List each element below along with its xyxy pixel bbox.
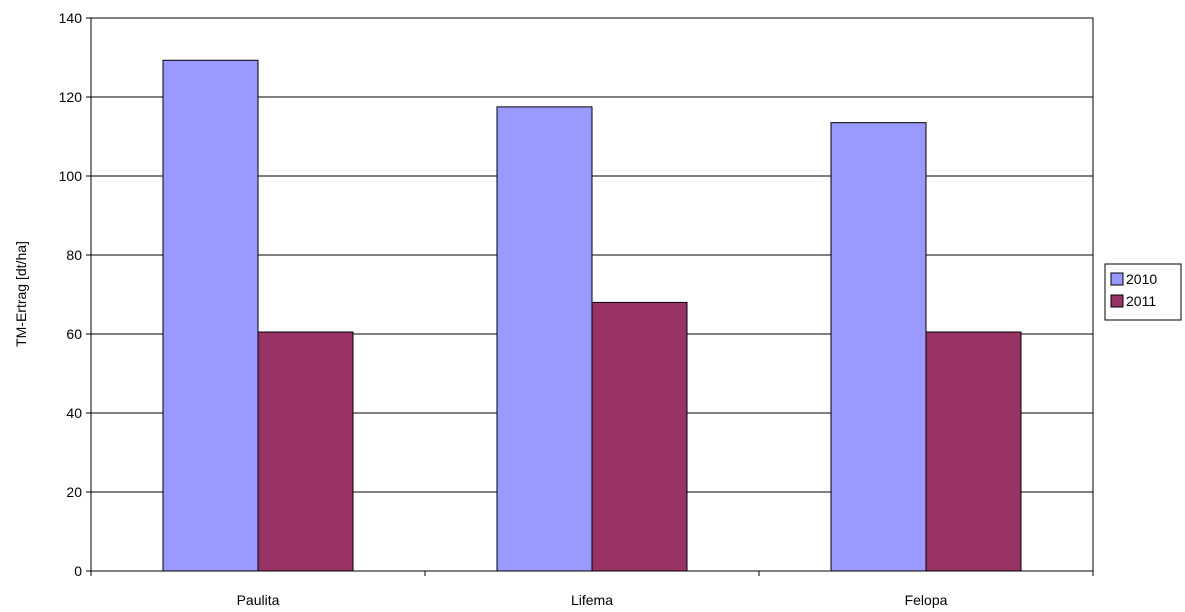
bar-2011-lifema [591, 301, 688, 572]
y-tick-label: 140 [59, 10, 83, 26]
y-tick-label: 100 [59, 168, 83, 184]
legend-label-2010: 2010 [1126, 271, 1157, 287]
bar-2011-felopa [925, 331, 1022, 572]
x-tick-label: Felopa [905, 592, 948, 608]
bar-2010-lifema [496, 106, 593, 572]
bar-2010-felopa [830, 122, 927, 572]
y-tick-label: 0 [74, 563, 82, 579]
bars [162, 59, 1022, 572]
legend-label-2011: 2011 [1126, 293, 1156, 309]
bar-2010-paulita [162, 59, 259, 572]
y-tick-label: 20 [66, 484, 82, 500]
y-tick-label: 60 [66, 326, 82, 342]
bar-2011-paulita [257, 331, 354, 572]
x-tick-label: Paulita [237, 592, 280, 608]
y-tick-label: 80 [66, 247, 82, 263]
x-tick-label: Lifema [571, 592, 613, 608]
legend-swatch-2011 [1110, 294, 1124, 308]
legend: 2010 2011 [1104, 263, 1182, 321]
legend-swatch-2010 [1110, 272, 1124, 286]
axes [86, 17, 1094, 576]
tick-labels: 0 20 40 60 80 100 120 140 Paulita Lifema Felopa [59, 10, 948, 608]
y-axis-label: TM-Ertrag [dt/ha] [13, 241, 29, 347]
y-tick-label: 120 [59, 89, 83, 105]
y-tick-label: 40 [66, 405, 82, 421]
